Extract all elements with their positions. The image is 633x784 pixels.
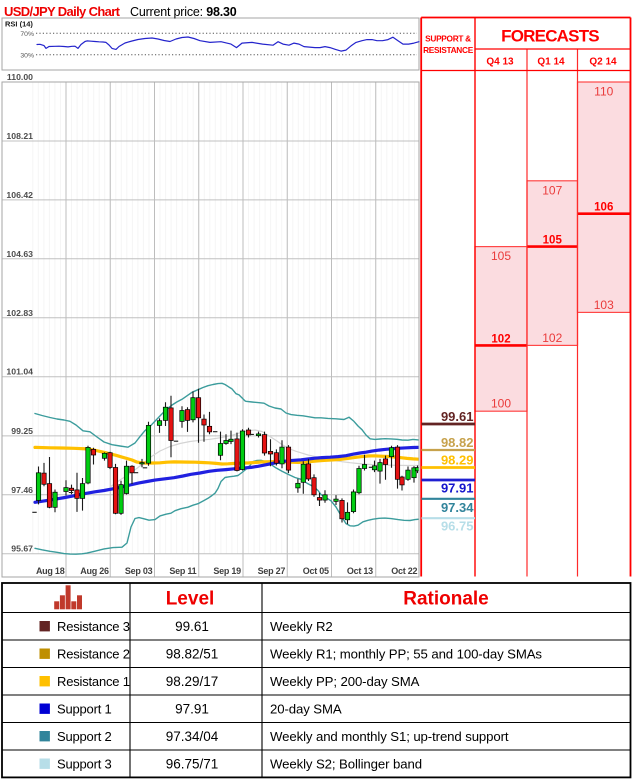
svg-text:95.67: 95.67 bbox=[11, 544, 33, 554]
svg-text:Oct 13: Oct 13 bbox=[347, 566, 373, 576]
svg-text:96.75: 96.75 bbox=[441, 519, 474, 534]
svg-text:102: 102 bbox=[491, 333, 510, 345]
svg-text:100: 100 bbox=[491, 397, 511, 411]
svg-text:Support 2: Support 2 bbox=[57, 729, 112, 744]
svg-text:Support 1: Support 1 bbox=[57, 702, 112, 717]
svg-text:20-day SMA: 20-day SMA bbox=[270, 702, 342, 717]
svg-text:Rationale: Rationale bbox=[403, 589, 489, 610]
svg-text:108.21: 108.21 bbox=[6, 131, 33, 141]
svg-text:98.29/17: 98.29/17 bbox=[166, 674, 219, 689]
svg-text:97.91: 97.91 bbox=[175, 702, 209, 717]
svg-text:110: 110 bbox=[594, 85, 613, 99]
svg-text:Weekly S2; Bollinger band: Weekly S2; Bollinger band bbox=[270, 757, 422, 772]
svg-text:Resistance 2: Resistance 2 bbox=[57, 647, 130, 662]
svg-text:98.82: 98.82 bbox=[441, 435, 474, 450]
svg-text:105: 105 bbox=[543, 235, 563, 247]
svg-text:110.00: 110.00 bbox=[7, 72, 33, 82]
svg-text:Oct 05: Oct 05 bbox=[303, 566, 329, 576]
svg-text:103: 103 bbox=[594, 298, 614, 312]
svg-text:30%: 30% bbox=[20, 52, 34, 59]
svg-text:98.82/51: 98.82/51 bbox=[166, 647, 219, 662]
svg-text:Resistance 3: Resistance 3 bbox=[57, 619, 130, 634]
svg-text:97.91: 97.91 bbox=[441, 481, 474, 496]
svg-text:102: 102 bbox=[542, 331, 562, 345]
svg-text:98.29: 98.29 bbox=[441, 453, 474, 468]
svg-text:RSI (14): RSI (14) bbox=[5, 20, 33, 29]
svg-text:105: 105 bbox=[491, 249, 511, 263]
svg-text:99.61: 99.61 bbox=[441, 409, 474, 424]
svg-text:Resistance 1: Resistance 1 bbox=[57, 674, 130, 689]
svg-text:Q4 13: Q4 13 bbox=[486, 57, 514, 68]
svg-text:97.34: 97.34 bbox=[441, 500, 474, 515]
svg-text:97.46: 97.46 bbox=[11, 485, 33, 495]
svg-text:Sep 11: Sep 11 bbox=[169, 566, 196, 576]
svg-text:Sep 27: Sep 27 bbox=[258, 566, 286, 576]
svg-text:Support 3: Support 3 bbox=[57, 757, 112, 772]
svg-text:106.42: 106.42 bbox=[6, 190, 33, 200]
svg-text:Sep 19: Sep 19 bbox=[213, 566, 241, 576]
svg-text:Q2 14: Q2 14 bbox=[589, 57, 617, 68]
svg-text:Aug 18: Aug 18 bbox=[36, 566, 65, 576]
svg-text:70%: 70% bbox=[20, 31, 34, 38]
svg-text:Sep 03: Sep 03 bbox=[125, 566, 153, 576]
svg-text:97.34/04: 97.34/04 bbox=[166, 729, 219, 744]
svg-text:Current price: 98.30: Current price: 98.30 bbox=[130, 5, 237, 19]
svg-text:RESISTANCE: RESISTANCE bbox=[423, 45, 474, 55]
svg-text:101.04: 101.04 bbox=[6, 367, 33, 377]
svg-text:99.61: 99.61 bbox=[175, 619, 209, 634]
svg-text:106: 106 bbox=[594, 202, 613, 214]
svg-text:SUPPORT &: SUPPORT & bbox=[425, 34, 471, 44]
svg-text:Q1 14: Q1 14 bbox=[537, 57, 565, 68]
svg-text:107: 107 bbox=[542, 183, 562, 197]
svg-text:Aug 26: Aug 26 bbox=[80, 566, 109, 576]
svg-text:Weekly R2: Weekly R2 bbox=[270, 619, 333, 634]
svg-text:104.63: 104.63 bbox=[6, 249, 33, 259]
svg-text:102.83: 102.83 bbox=[6, 308, 33, 318]
svg-text:Level: Level bbox=[166, 589, 215, 610]
svg-text:FORECASTS: FORECASTS bbox=[501, 27, 599, 46]
svg-text:96.75/71: 96.75/71 bbox=[166, 757, 219, 772]
svg-text:Weekly and monthly S1; up-tren: Weekly and monthly S1; up-trend support bbox=[270, 729, 509, 744]
svg-text:Weekly R1; monthly PP; 55 and: Weekly R1; monthly PP; 55 and 100-day SM… bbox=[270, 647, 542, 662]
svg-text:USD/JPY Daily Chart: USD/JPY Daily Chart bbox=[4, 4, 121, 19]
svg-text:99.25: 99.25 bbox=[11, 426, 33, 436]
svg-text:Oct 22: Oct 22 bbox=[391, 566, 417, 576]
svg-text:Weekly PP; 200-day SMA: Weekly PP; 200-day SMA bbox=[270, 674, 420, 689]
